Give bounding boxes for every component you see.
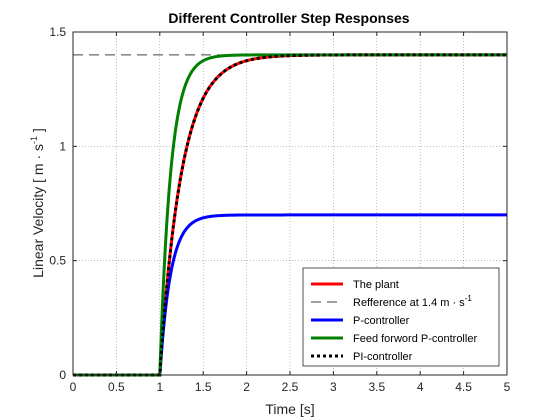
x-tick-label: 0 xyxy=(70,380,77,394)
legend-label-2: P-controller xyxy=(353,315,410,327)
x-tick-label: 4 xyxy=(417,380,424,394)
x-tick-label: 2 xyxy=(243,380,250,394)
legend-items: The plant Refference at 1.4 m · s-1 P-cont… xyxy=(311,279,477,363)
series-layer xyxy=(73,53,507,377)
legend-label-superscript: -1 xyxy=(465,294,473,303)
x-axis-label: Time [s] xyxy=(265,401,314,417)
series-line-2 xyxy=(73,213,507,377)
legend-label-text: P-controller xyxy=(353,315,410,327)
x-tick-label: 2.5 xyxy=(282,380,299,394)
legend-label-1: Refference at 1.4 m · s-1 xyxy=(353,294,472,309)
legend-label-text: The plant xyxy=(353,279,399,291)
y-tick-label: 1 xyxy=(59,139,66,153)
x-tick-label: 0.5 xyxy=(108,380,125,394)
y-tick-label: 0 xyxy=(59,368,66,382)
ticks: 0 0.5 1 1.5 2 2.5 3 3.5 4 4.5 5 0 0.5 1 1.5 xyxy=(49,25,510,394)
x-tick-label: 1 xyxy=(156,380,163,394)
x-tick-label: 4.5 xyxy=(455,380,472,394)
legend-label-0: The plant xyxy=(353,279,399,291)
x-tick-label: 1.5 xyxy=(195,380,212,394)
legend-label-4: PI-controller xyxy=(353,351,413,363)
x-tick-label: 5 xyxy=(504,380,511,394)
series-line-4 xyxy=(73,53,507,377)
y-axis-label-main: Linear Velocity [ m · s xyxy=(30,144,46,278)
y-axis-label-superscript: -1 xyxy=(29,136,39,144)
legend-label-text: Refference at 1.4 m · s xyxy=(353,297,465,309)
legend: The plant Refference at 1.4 m · s-1 P-cont… xyxy=(302,267,500,367)
y-axis-label: Linear Velocity [ m · s-1 ] xyxy=(29,128,46,278)
y-tick-label: 1.5 xyxy=(49,25,66,39)
x-tick-label: 3.5 xyxy=(368,380,385,394)
x-tick-label: 3 xyxy=(330,380,337,394)
chart-title: Different Controller Step Responses xyxy=(168,10,409,26)
legend-label-3: Feed forword P-controller xyxy=(353,333,477,345)
legend-label-text: Feed forword P-controller xyxy=(353,333,477,345)
y-axis-label-suffix: ] xyxy=(30,128,46,136)
y-tick-label: 0.5 xyxy=(49,254,66,268)
legend-label-text: PI-controller xyxy=(353,351,413,363)
